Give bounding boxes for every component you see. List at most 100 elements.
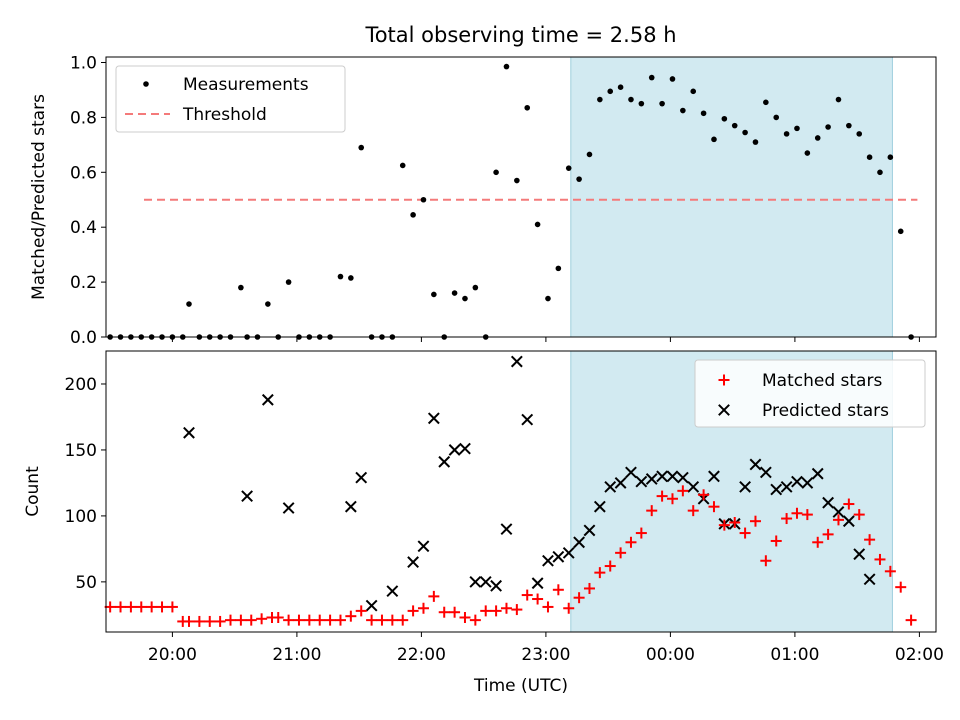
matched-star-point — [687, 505, 699, 517]
matched-star-point — [303, 614, 315, 626]
measurement-point — [358, 144, 365, 151]
predicted-star-point — [386, 585, 399, 598]
bottom-y-axis-label: Count — [23, 466, 43, 517]
x-tick-label: 20:00 — [148, 645, 197, 665]
measurement-point — [493, 169, 499, 176]
matched-star-point — [156, 601, 168, 613]
legend-matched-label: Matched stars — [762, 371, 882, 391]
matched-star-point — [718, 519, 730, 531]
measurement-point — [763, 99, 769, 106]
matched-star-point — [739, 527, 751, 539]
predicted-star-point — [708, 470, 720, 483]
matched-star-point — [397, 614, 409, 626]
legend-threshold-label: Threshold — [182, 105, 267, 125]
matched-star-point — [749, 515, 761, 527]
predicted-star-point — [459, 442, 471, 455]
predicted-star-point — [645, 473, 658, 485]
measurement-point — [628, 96, 634, 103]
predicted-star-point — [344, 500, 357, 513]
predicted-star-point — [542, 554, 554, 567]
matched-star-point — [183, 615, 195, 627]
matched-star-point — [459, 611, 471, 623]
top-axes-frame — [105, 56, 937, 338]
top-x-ticks — [171, 337, 920, 342]
measurement-point — [752, 139, 759, 145]
predicted-star-point — [417, 540, 430, 553]
matched-star-point — [832, 514, 844, 526]
predicted-star-point — [573, 536, 586, 549]
predicted-star-point — [521, 413, 534, 426]
predicted-star-point — [770, 483, 783, 496]
matched-star-point — [324, 614, 336, 626]
measurement-point — [804, 150, 811, 156]
measurement-point — [586, 151, 593, 158]
measurement-point — [617, 84, 624, 90]
measurement-point — [866, 154, 873, 160]
matched-star-point — [511, 604, 523, 616]
predicted-star-point — [583, 524, 596, 537]
measurement-point — [238, 284, 244, 291]
measurement-point — [431, 291, 437, 298]
measurement-point — [348, 275, 354, 281]
legend-measurement-marker — [143, 81, 149, 87]
matched-star-point — [417, 602, 429, 614]
matched-star-point — [822, 528, 834, 540]
predicted-star-point — [479, 575, 492, 588]
predicted-star-point — [183, 426, 195, 439]
matched-star-point — [204, 615, 216, 627]
matched-star-point — [791, 507, 803, 519]
matched-star-points — [104, 485, 917, 627]
legend-plus-glyph — [718, 374, 730, 386]
measurement-point — [503, 63, 510, 70]
predicted-star-point — [614, 477, 627, 489]
matched-star-point — [125, 601, 137, 613]
predicted-star-point — [801, 477, 814, 489]
matched-star-point — [884, 565, 896, 577]
bottom-x-ticks: 20:00 21:00 22:00 23:00 00:00 01:00 02:00 — [148, 632, 944, 665]
matched-star-point — [293, 614, 305, 626]
predicted-star-point — [842, 515, 855, 528]
predicted-star-point — [510, 355, 523, 368]
matched-star-point — [677, 485, 689, 497]
predicted-star-point — [562, 546, 575, 559]
predicted-star-point — [780, 480, 793, 493]
matched-star-point — [760, 555, 772, 567]
measurement-point — [773, 114, 780, 121]
matched-star-point — [604, 560, 616, 572]
legend-measurements-label: Measurements — [183, 75, 309, 95]
measurement-point — [814, 135, 821, 141]
measurement-point — [825, 124, 831, 130]
measurement-point — [337, 273, 344, 280]
top-legend-box — [115, 65, 346, 133]
matched-star-point — [166, 601, 178, 613]
measurement-point — [265, 301, 271, 307]
predicted-star-point — [666, 470, 679, 483]
matched-star-point — [469, 614, 481, 626]
matched-star-point — [115, 601, 127, 613]
predicted-star-point — [427, 412, 440, 425]
bottom-legend: Matched stars Predicted stars — [694, 359, 926, 428]
matched-star-point — [853, 509, 865, 521]
predicted-star-point — [832, 506, 845, 518]
predicted-star-point — [853, 548, 866, 561]
bottom-panel: 50 100 150 200 20:00 21:00 22:00 23:00 00:00 01:… — [23, 350, 944, 696]
measurement-point — [462, 295, 468, 302]
measurement-point — [648, 74, 655, 81]
measurement-point — [680, 107, 686, 114]
measurement-point — [597, 96, 603, 103]
matched-star-point — [552, 584, 564, 596]
top-legend: Measurements Threshold — [115, 65, 346, 133]
predicted-star-point — [593, 500, 606, 513]
x-tick-label: 01:00 — [770, 645, 819, 665]
predicted-star-point — [500, 523, 513, 536]
matched-star-point — [698, 489, 710, 501]
measurement-point — [472, 284, 479, 291]
measurement-point — [186, 301, 192, 307]
predicted-star-point — [822, 496, 835, 509]
top-y-axis-label: Matched/Predicted stars — [29, 94, 49, 300]
predicted-star-point — [811, 467, 824, 480]
matched-star-point — [376, 614, 388, 626]
predicted-star-point — [687, 480, 700, 493]
measurement-point — [638, 100, 645, 107]
matched-star-point — [135, 601, 147, 613]
